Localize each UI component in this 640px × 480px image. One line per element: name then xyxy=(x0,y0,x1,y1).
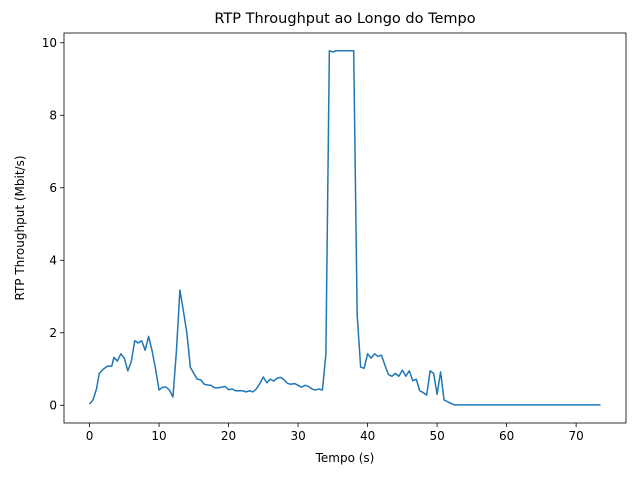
y-axis-label: RTP Throughput (Mbit/s) xyxy=(13,155,27,300)
x-tick-label: 10 xyxy=(151,429,166,443)
y-tick-label: 0 xyxy=(49,398,57,412)
y-tick-label: 10 xyxy=(42,36,57,50)
x-tick-label: 0 xyxy=(86,429,94,443)
x-tick-label: 60 xyxy=(499,429,514,443)
x-axis-label: Tempo (s) xyxy=(315,451,375,465)
x-tick-label: 50 xyxy=(429,429,444,443)
y-tick-label: 8 xyxy=(49,108,57,122)
x-tick-label: 70 xyxy=(568,429,583,443)
x-tick-label: 40 xyxy=(360,429,375,443)
x-tick-label: 30 xyxy=(290,429,305,443)
chart-title: RTP Throughput ao Longo do Tempo xyxy=(214,11,475,27)
data-line xyxy=(88,50,601,406)
y-tick-label: 4 xyxy=(49,253,57,267)
y-tick-label: 2 xyxy=(49,326,57,340)
y-tick-label: 6 xyxy=(49,181,57,195)
plot-frame xyxy=(63,32,627,424)
x-tick-label: 20 xyxy=(221,429,236,443)
